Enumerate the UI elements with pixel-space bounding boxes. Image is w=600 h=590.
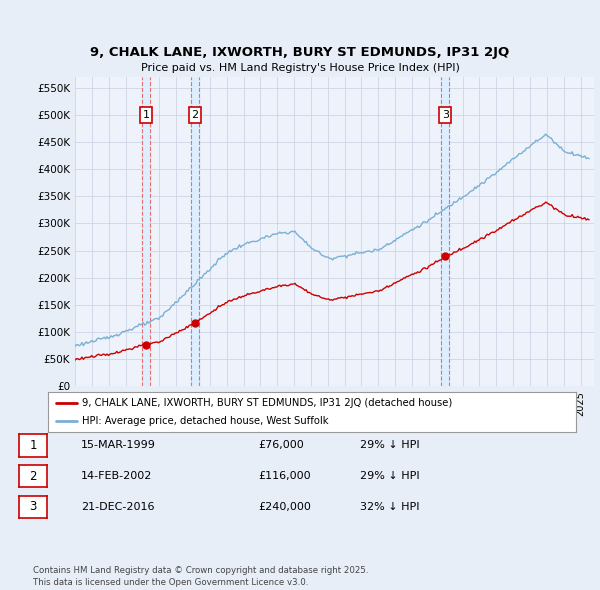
Text: £240,000: £240,000 bbox=[258, 502, 311, 512]
Text: 2: 2 bbox=[29, 470, 37, 483]
Text: 14-FEB-2002: 14-FEB-2002 bbox=[81, 471, 152, 481]
Text: 1: 1 bbox=[29, 439, 37, 452]
Text: HPI: Average price, detached house, West Suffolk: HPI: Average price, detached house, West… bbox=[82, 416, 329, 426]
Text: 9, CHALK LANE, IXWORTH, BURY ST EDMUNDS, IP31 2JQ: 9, CHALK LANE, IXWORTH, BURY ST EDMUNDS,… bbox=[91, 46, 509, 59]
Text: 2: 2 bbox=[191, 110, 199, 120]
Text: 3: 3 bbox=[442, 110, 449, 120]
Bar bbox=[191, 77, 199, 386]
Text: Contains HM Land Registry data © Crown copyright and database right 2025.
This d: Contains HM Land Registry data © Crown c… bbox=[33, 566, 368, 587]
Text: 32% ↓ HPI: 32% ↓ HPI bbox=[360, 502, 419, 512]
Text: 3: 3 bbox=[29, 500, 37, 513]
Text: 1: 1 bbox=[142, 110, 149, 120]
Text: 29% ↓ HPI: 29% ↓ HPI bbox=[360, 441, 419, 450]
Text: £116,000: £116,000 bbox=[258, 471, 311, 481]
Bar bbox=[441, 77, 449, 386]
Text: £76,000: £76,000 bbox=[258, 441, 304, 450]
Text: Price paid vs. HM Land Registry's House Price Index (HPI): Price paid vs. HM Land Registry's House … bbox=[140, 63, 460, 73]
Bar bbox=[142, 77, 150, 386]
Text: 21-DEC-2016: 21-DEC-2016 bbox=[81, 502, 155, 512]
Text: 15-MAR-1999: 15-MAR-1999 bbox=[81, 441, 156, 450]
Text: 29% ↓ HPI: 29% ↓ HPI bbox=[360, 471, 419, 481]
Text: 9, CHALK LANE, IXWORTH, BURY ST EDMUNDS, IP31 2JQ (detached house): 9, CHALK LANE, IXWORTH, BURY ST EDMUNDS,… bbox=[82, 398, 452, 408]
